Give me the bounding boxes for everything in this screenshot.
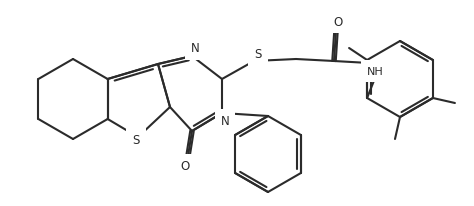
Text: NH: NH [366, 67, 383, 77]
Text: S: S [132, 133, 140, 146]
Text: O: O [333, 15, 343, 28]
Text: S: S [255, 48, 262, 61]
Text: N: N [191, 42, 200, 55]
Text: N: N [220, 115, 229, 128]
Text: O: O [181, 160, 190, 173]
